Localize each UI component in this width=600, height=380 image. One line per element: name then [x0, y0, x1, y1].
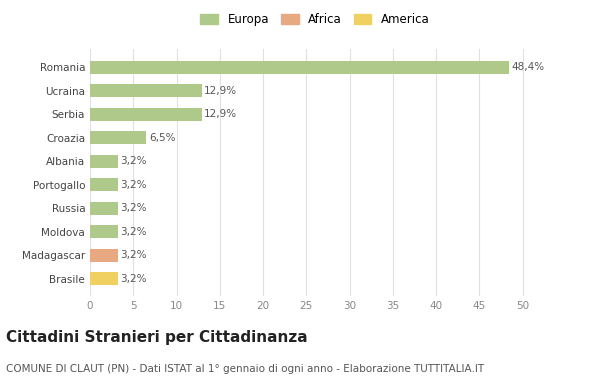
Text: 3,2%: 3,2% [120, 180, 147, 190]
Bar [90, 249, 118, 262]
Text: 3,2%: 3,2% [120, 203, 147, 213]
Text: 3,2%: 3,2% [120, 227, 147, 237]
Legend: Europa, Africa, America: Europa, Africa, America [198, 11, 432, 28]
Text: COMUNE DI CLAUT (PN) - Dati ISTAT al 1° gennaio di ogni anno - Elaborazione TUTT: COMUNE DI CLAUT (PN) - Dati ISTAT al 1° … [6, 364, 484, 374]
Bar [90, 131, 146, 144]
Text: Cittadini Stranieri per Cittadinanza: Cittadini Stranieri per Cittadinanza [6, 330, 308, 345]
Bar [90, 202, 118, 215]
Bar [90, 61, 509, 74]
Text: 6,5%: 6,5% [149, 133, 175, 142]
Text: 12,9%: 12,9% [204, 109, 238, 119]
Bar [90, 178, 118, 191]
Text: 12,9%: 12,9% [204, 86, 238, 96]
Bar [90, 225, 118, 238]
Bar [90, 108, 202, 120]
Text: 3,2%: 3,2% [120, 274, 147, 284]
Bar [90, 84, 202, 97]
Bar [90, 155, 118, 168]
Bar [90, 272, 118, 285]
Text: 48,4%: 48,4% [511, 62, 545, 72]
Text: 3,2%: 3,2% [120, 250, 147, 260]
Text: 3,2%: 3,2% [120, 156, 147, 166]
